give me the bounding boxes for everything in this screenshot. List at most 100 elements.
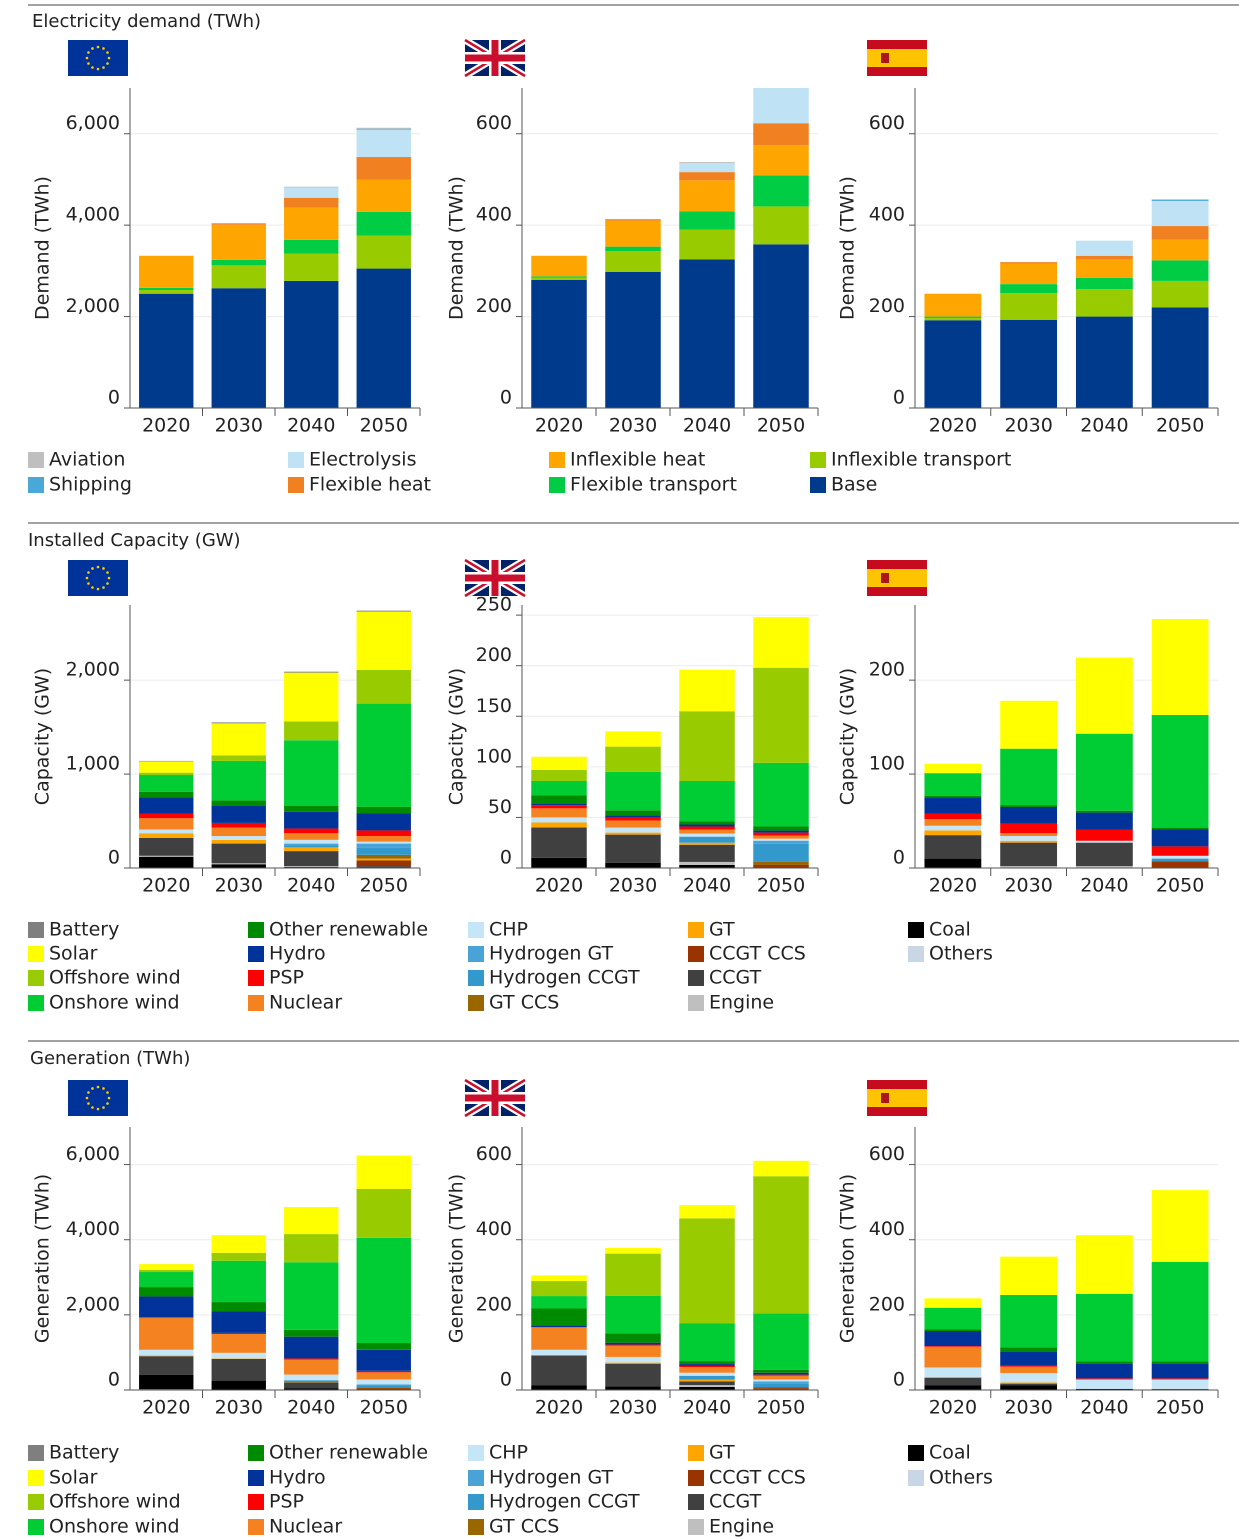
legend-swatch <box>688 1445 704 1461</box>
bar-segment <box>924 317 982 321</box>
bar-segment <box>356 847 411 855</box>
y-tick-label: 100 <box>869 753 905 775</box>
bar-segment <box>1151 855 1209 859</box>
x-tick-label: 2050 <box>360 875 408 897</box>
bar-segment <box>924 813 982 820</box>
bar-segment <box>356 860 411 867</box>
bar-segment <box>1151 226 1209 240</box>
flag <box>881 1093 889 1103</box>
bar-segment <box>356 830 411 837</box>
legend-label: Nuclear <box>269 992 342 1014</box>
bar-segment <box>211 1302 266 1312</box>
bar-segment <box>284 1329 339 1337</box>
flag <box>85 576 89 580</box>
bar-segment <box>1075 842 1133 867</box>
y-axis-label: Capacity (GW) <box>446 668 468 805</box>
flag <box>91 1087 94 1090</box>
bar-segment <box>284 280 339 408</box>
bar-segment <box>139 761 194 773</box>
bar-segment <box>1075 1363 1133 1379</box>
bar-segment <box>284 1380 339 1383</box>
legend-label: PSP <box>269 1491 304 1513</box>
bar-segment <box>1151 239 1209 261</box>
y-tick-label: 400 <box>476 204 512 226</box>
legend-swatch <box>248 922 264 938</box>
bar-segment <box>284 847 339 852</box>
y-tick-label: 50 <box>488 796 512 818</box>
legend-label: Aviation <box>49 449 125 471</box>
bar-segment <box>753 843 809 862</box>
bar-segment <box>605 810 661 816</box>
flag <box>867 569 927 587</box>
bar-segment <box>284 207 339 240</box>
bar-segment <box>356 1372 411 1380</box>
bar-segment <box>139 791 194 798</box>
y-axis-label: Generation (TWh) <box>837 1174 859 1343</box>
bar-segment <box>211 1235 266 1253</box>
bar-segment <box>284 1358 339 1360</box>
legend-swatch <box>908 946 924 962</box>
bar-segment <box>284 740 339 807</box>
legend-swatch <box>688 995 704 1011</box>
bar-segment <box>531 756 587 770</box>
y-tick-label: 200 <box>869 659 905 681</box>
bar-segment <box>1151 1363 1209 1379</box>
legend-label: Others <box>929 1467 993 1489</box>
legend-swatch <box>28 922 44 938</box>
bar-segment <box>679 1367 735 1373</box>
bar-segment <box>924 835 982 859</box>
flag <box>91 586 94 589</box>
x-tick-label: 2040 <box>287 875 335 897</box>
legend-label: Hydrogen GT <box>489 943 613 965</box>
bar-segment <box>356 1155 411 1189</box>
legend-swatch <box>248 970 264 986</box>
legend-swatch <box>288 452 304 468</box>
bar-segment <box>531 276 587 278</box>
x-tick-label: 2020 <box>535 415 583 437</box>
bar-segment <box>605 862 661 868</box>
bar-segment <box>139 833 194 838</box>
x-tick-label: 2050 <box>360 1397 408 1419</box>
bar-segment <box>679 211 735 230</box>
bar-segment <box>753 667 809 763</box>
bar-segment <box>211 259 266 266</box>
bar-segment <box>356 1388 411 1390</box>
legend-label: Shipping <box>49 474 132 496</box>
bar-segment <box>753 244 809 408</box>
bar-segment <box>139 1264 194 1270</box>
bar-segment <box>924 1298 982 1308</box>
bar-segment <box>605 1344 661 1346</box>
bar-segment <box>679 162 735 173</box>
flag <box>465 54 525 62</box>
bar-segment <box>605 1253 661 1296</box>
x-tick-label: 2020 <box>535 875 583 897</box>
bar-segment <box>284 1336 339 1359</box>
x-tick-label: 2030 <box>609 415 657 437</box>
flag <box>96 67 100 71</box>
bar-segment <box>139 775 194 792</box>
bar-segment <box>356 843 411 848</box>
flag <box>881 53 889 63</box>
bar-segment <box>679 821 735 825</box>
bar-segment <box>1151 1190 1209 1262</box>
flag <box>91 47 94 50</box>
y-tick-label: 6,000 <box>66 1143 120 1165</box>
bar-segment <box>753 1381 809 1384</box>
legend-label: Flexible transport <box>570 474 737 496</box>
y-tick-label: 0 <box>500 1369 512 1391</box>
bar-segment <box>753 206 809 245</box>
bar-segment <box>1000 262 1058 264</box>
legend-swatch <box>248 946 264 962</box>
bar-segment <box>139 1317 194 1318</box>
bar-segment <box>211 1352 266 1359</box>
bar-segment <box>605 834 661 863</box>
bar-segment <box>1075 1378 1133 1380</box>
bar-segment <box>1075 866 1133 868</box>
bar-segment <box>1151 200 1209 227</box>
bar-segment <box>356 1237 411 1344</box>
y-axis-label: Demand (TWh) <box>32 176 54 320</box>
y-tick-label: 0 <box>108 847 120 869</box>
y-tick-label: 250 <box>476 594 512 616</box>
flag <box>91 567 94 570</box>
bar-segment <box>1000 1256 1058 1295</box>
